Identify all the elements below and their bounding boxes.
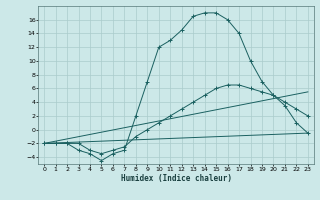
X-axis label: Humidex (Indice chaleur): Humidex (Indice chaleur)	[121, 174, 231, 183]
